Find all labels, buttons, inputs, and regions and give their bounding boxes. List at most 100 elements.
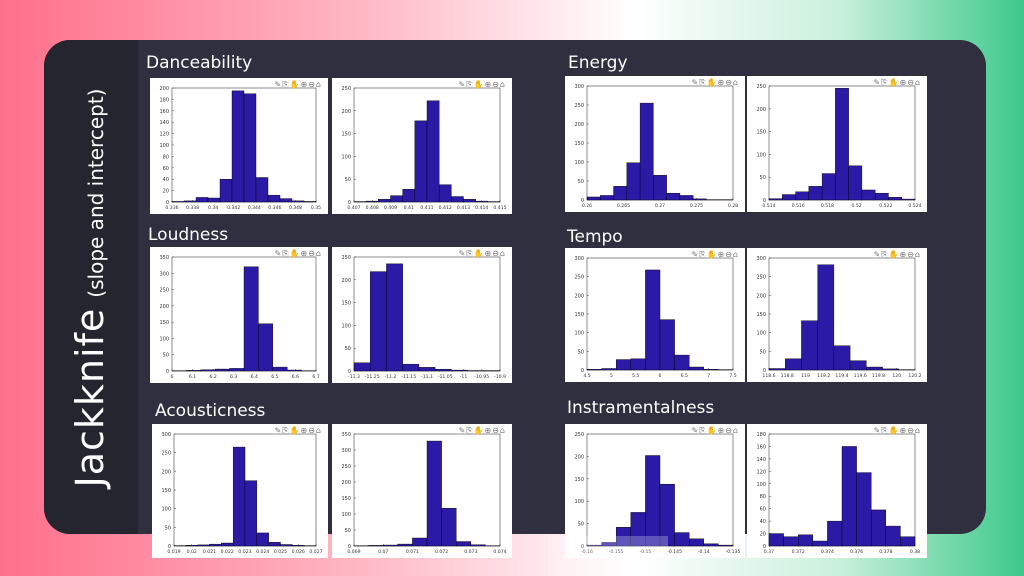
histogram-bar: [244, 480, 258, 547]
x-tick-label: -0.135: [726, 549, 741, 555]
histogram-bar: [418, 367, 436, 372]
x-tick-label: 120.2: [908, 373, 921, 379]
histogram-bar: [659, 319, 675, 371]
x-tick-label: 6.6: [292, 374, 299, 380]
y-tick-label: 300: [756, 256, 766, 262]
figure-toolbar-icons[interactable]: ✎⎘✋⊕⊖⌂: [691, 250, 739, 259]
histogram-bar: [390, 195, 403, 203]
histogram-bar: [183, 200, 197, 203]
x-tick-label: 0.336: [165, 205, 178, 211]
histogram-bar: [795, 191, 810, 201]
x-tick-label: -10.95: [474, 374, 489, 380]
y-tick-label: 120: [756, 469, 766, 475]
figure-toolbar-icons[interactable]: ✎⎘✋⊕⊖⌂: [873, 250, 921, 259]
histogram-bar: [841, 446, 857, 547]
figure-toolbar-icons[interactable]: ✎⎘✋⊕⊖⌂: [458, 426, 506, 435]
x-tick-label: 7.5: [729, 373, 736, 379]
figure-toolbar-icons[interactable]: ✎⎘✋⊕⊖⌂: [458, 80, 506, 89]
label-loudness: Loudness: [148, 225, 229, 245]
histogram-chart: 0 50 100 150 200 250 0.514 0.516 0.518 0.52 0.522 0…: [756, 84, 921, 209]
y-tick-label: 250: [756, 84, 766, 90]
y-tick-label: 350: [341, 432, 351, 438]
histogram-bar: [272, 366, 288, 372]
y-tick-label: 300: [159, 271, 169, 277]
histogram-panel: ✎⎘✋⊕⊖⌂ 0 50 100 150 200 250 0.407 0.408 0.409 0.41…: [332, 78, 512, 214]
histogram-panel: ✎⎘✋⊕⊖⌂ 0 50 100 150 200 250 300 4.5 5 5.5 6 6.5 7 7.5: [565, 248, 745, 382]
histogram-bar: [703, 543, 719, 547]
histogram-bar: [601, 368, 617, 371]
x-tick-label: 0.415: [493, 205, 506, 211]
x-tick-label: 6.5: [271, 374, 278, 380]
y-tick-label: 150: [341, 496, 351, 502]
x-tick-label: 118.8: [781, 373, 794, 379]
histogram-bar: [370, 271, 387, 372]
histogram-bar: [378, 199, 391, 203]
histogram-bar: [783, 536, 799, 547]
y-tick-label: 40: [163, 177, 169, 183]
histogram-bar: [835, 88, 849, 201]
histogram-bar: [255, 177, 269, 203]
histogram-bar: [219, 178, 233, 203]
y-tick-label: 100: [756, 482, 766, 488]
histogram-bar: [412, 537, 428, 547]
histogram-bar: [463, 199, 476, 203]
x-tick-label: 118.6: [762, 373, 775, 379]
x-tick-label: 0.372: [792, 549, 805, 555]
figure-toolbar-icons[interactable]: ✎⎘✋⊕⊖⌂: [274, 426, 322, 435]
x-tick-label: 0.342: [227, 205, 240, 211]
histogram-bar: [639, 102, 654, 201]
histogram-bar: [586, 369, 602, 371]
x-tick-label: 119.4: [835, 373, 848, 379]
x-tick-label: 0.074: [493, 549, 506, 555]
y-tick-label: 200: [341, 278, 351, 284]
y-tick-label: 250: [574, 275, 584, 281]
x-tick-label: 0.072: [435, 549, 448, 555]
y-tick-label: 100: [159, 336, 169, 342]
y-tick-label: 200: [574, 122, 584, 128]
histogram-bar: [785, 358, 802, 371]
histogram-bar: [197, 544, 210, 547]
x-tick-label: 0.275: [690, 203, 703, 209]
y-tick-label: 100: [574, 331, 584, 337]
histogram-bar: [292, 545, 305, 547]
figure-toolbar-icons[interactable]: ✎⎘✋⊕⊖⌂: [274, 80, 322, 89]
histogram-bar: [674, 532, 690, 547]
y-tick-label: 350: [159, 255, 169, 261]
figure-toolbar-icons[interactable]: ✎⎘✋⊕⊖⌂: [873, 426, 921, 435]
y-tick-label: 50: [760, 175, 766, 181]
y-tick-label: 150: [756, 130, 766, 136]
histogram-bar: [438, 184, 452, 203]
figure-toolbar-icons[interactable]: ✎⎘✋⊕⊖⌂: [691, 78, 739, 87]
x-tick-label: 0.518: [821, 203, 834, 209]
x-tick-label: -0.155: [609, 549, 624, 555]
histogram-bar: [455, 541, 471, 547]
x-tick-label: 6.4: [251, 374, 258, 380]
histogram-bar: [688, 366, 704, 371]
histogram-bar: [470, 544, 486, 547]
histogram-bar: [231, 90, 245, 203]
x-tick-label: -11: [460, 374, 468, 380]
histogram-bar: [827, 520, 843, 547]
y-tick-label: 200: [341, 109, 351, 115]
x-tick-label: 0.378: [879, 549, 892, 555]
figure-toolbar-icons[interactable]: ✎⎘✋⊕⊖⌂: [873, 78, 921, 87]
y-tick-label: 250: [159, 288, 169, 294]
y-tick-label: 100: [574, 160, 584, 166]
histogram-panel: ✎⎘✋⊕⊖⌂ 0 50 100 150 200 250 300 0.26 0.265 0.27 0.2…: [565, 76, 745, 212]
x-tick-label: 0.023: [238, 549, 251, 555]
histogram-bar: [426, 440, 442, 547]
y-tick-label: 150: [341, 132, 351, 138]
histogram-chart: 0 20 40 60 80 100 120 140 160 180 200 0.336 0.338 0.3…: [159, 86, 321, 211]
x-tick-label: 119.2: [817, 373, 830, 379]
x-tick-label: -11.25: [365, 374, 380, 380]
y-tick-label: 140: [756, 457, 766, 463]
y-tick-label: 150: [574, 312, 584, 318]
y-tick-label: 0: [166, 200, 169, 206]
y-tick-label: 100: [341, 323, 351, 329]
y-tick-label: 20: [163, 189, 169, 195]
figure-toolbar-icons[interactable]: ✎⎘✋⊕⊖⌂: [274, 249, 322, 258]
figure-toolbar-icons[interactable]: ✎⎘✋⊕⊖⌂: [691, 426, 739, 435]
histogram-bar: [279, 198, 293, 203]
figure-toolbar-icons[interactable]: ✎⎘✋⊕⊖⌂: [458, 249, 506, 258]
y-tick-label: 50: [578, 522, 584, 528]
